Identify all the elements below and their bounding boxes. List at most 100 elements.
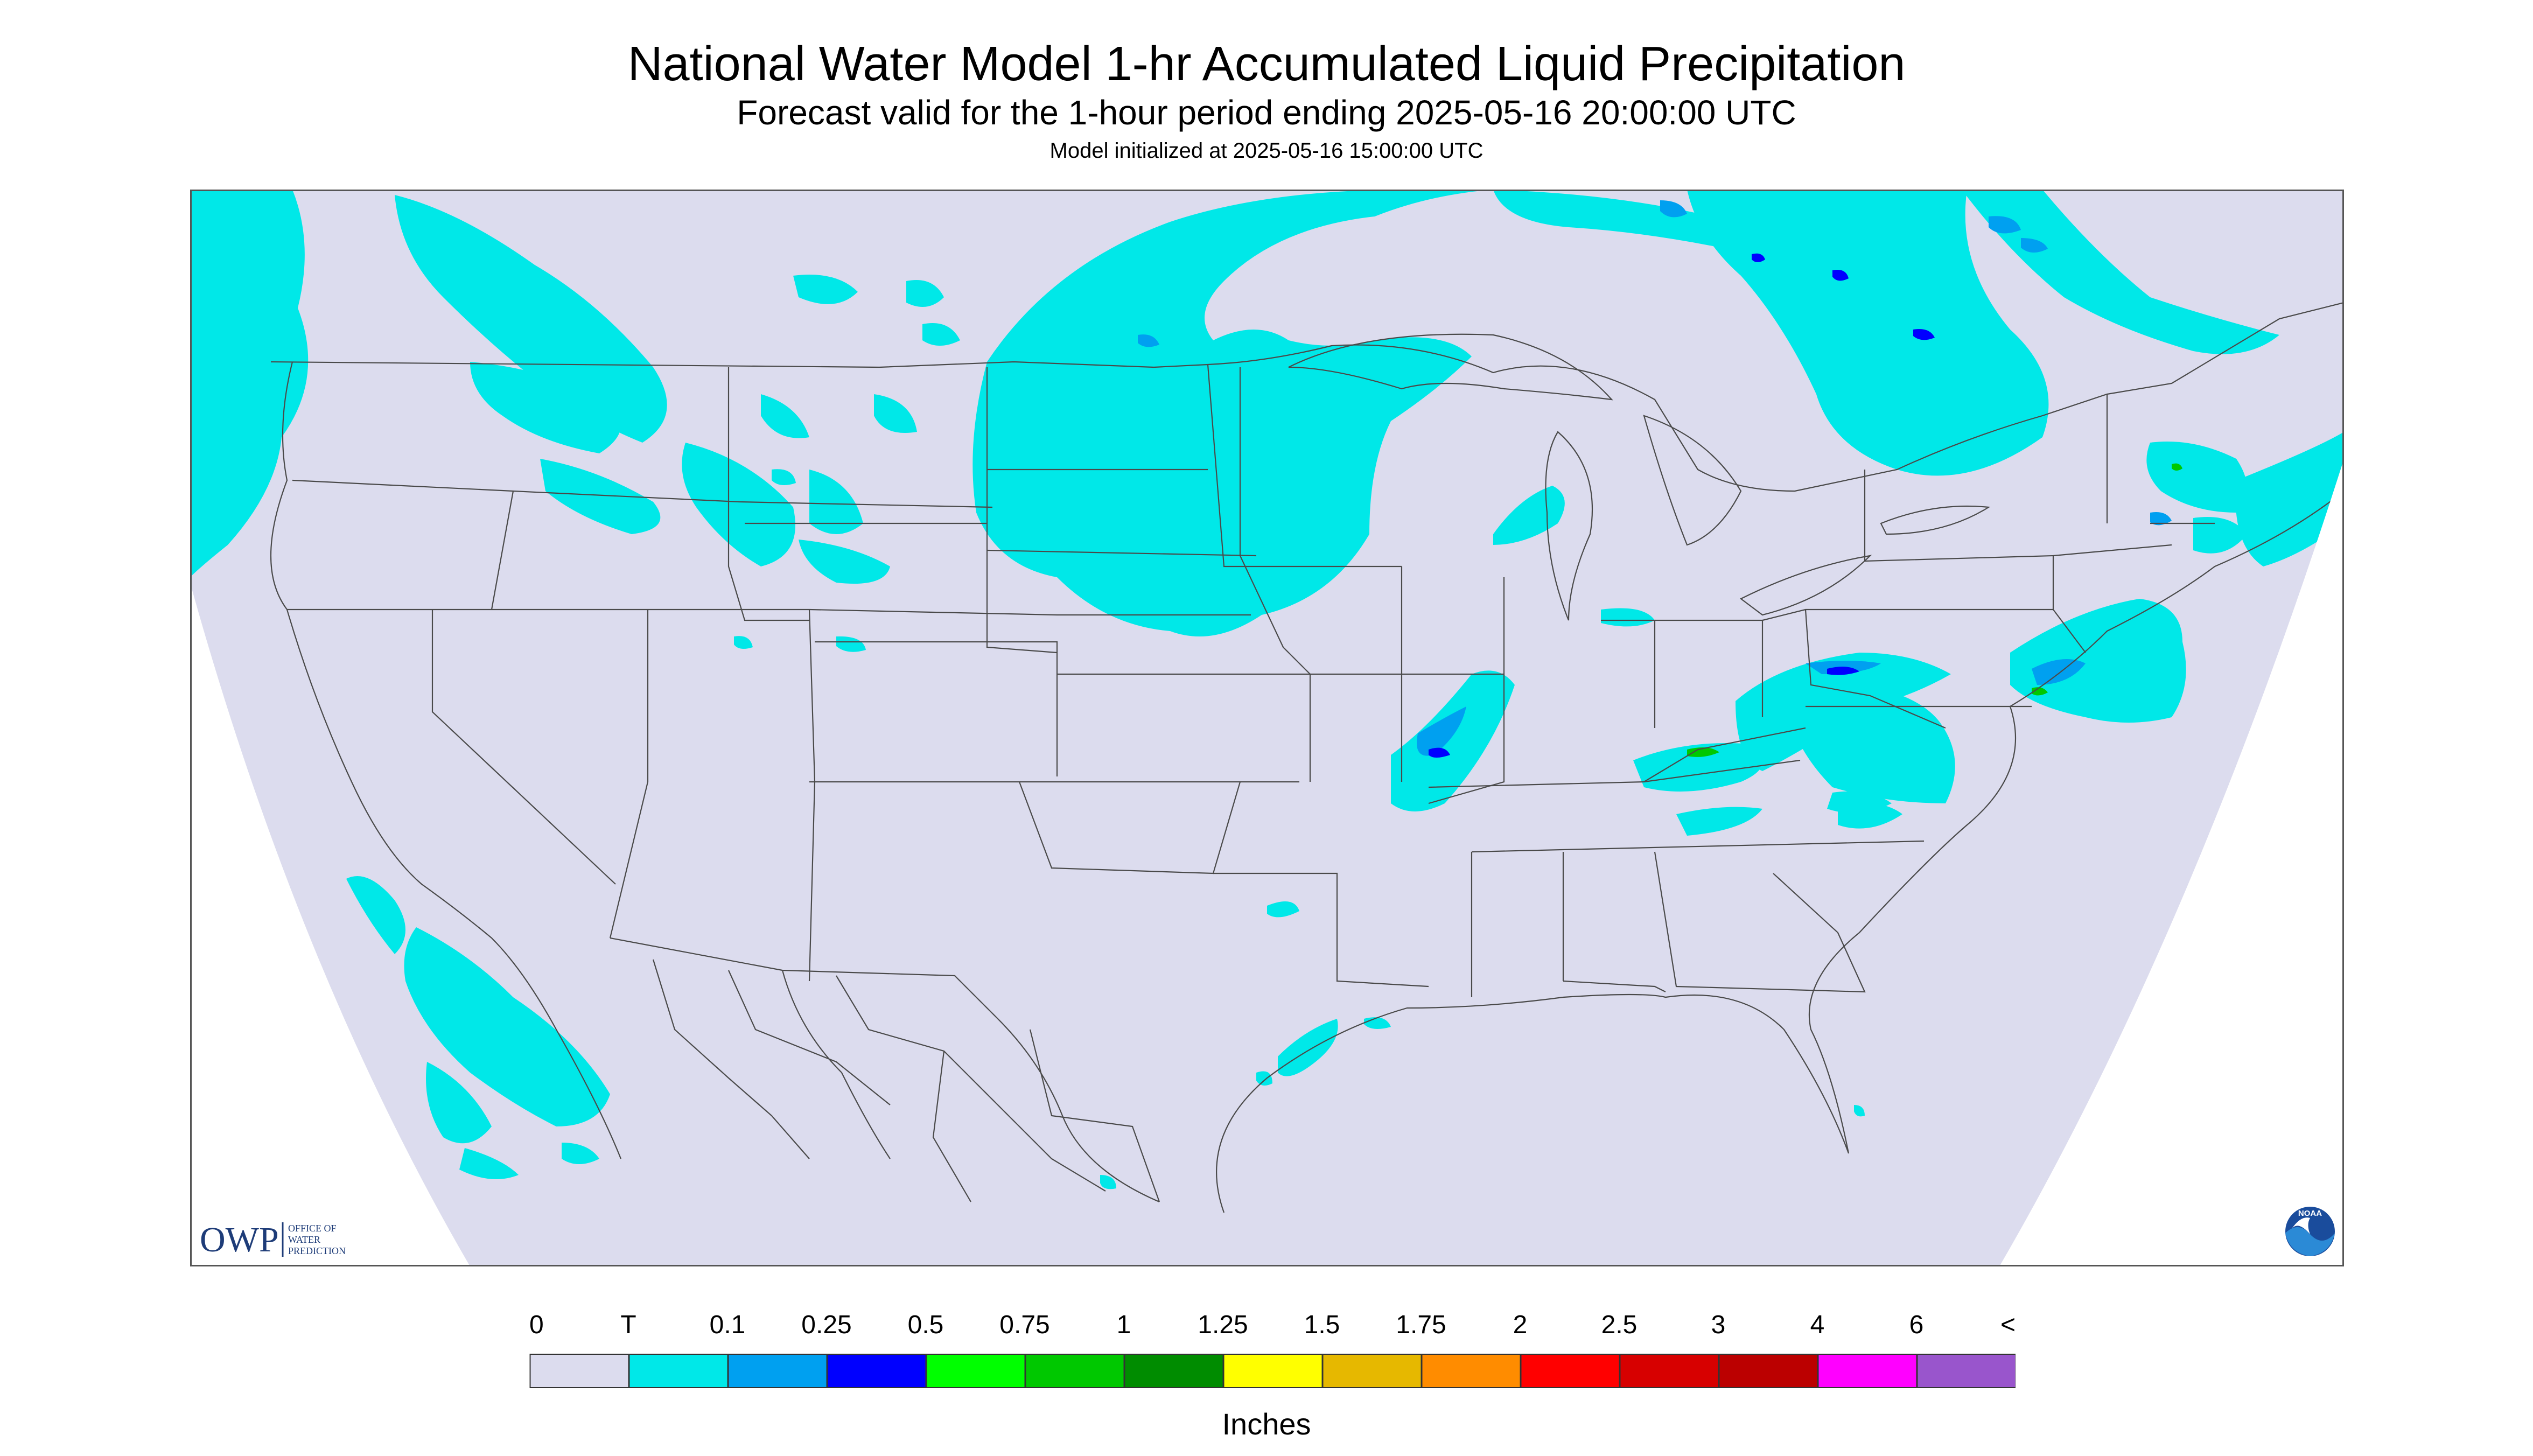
- noaa-emblem-gull: [2292, 1217, 2310, 1234]
- state-line: [986, 367, 1058, 654]
- precip-area: [2032, 659, 2086, 685]
- owp-logo: OWP OFFICE OF WATER PREDICTION: [200, 1220, 346, 1259]
- state-line: [1428, 577, 1505, 804]
- us-canada-border: [270, 302, 2344, 492]
- precip-area: [540, 459, 661, 534]
- precip-area: [1601, 608, 1655, 627]
- state-line: [292, 479, 993, 508]
- precip-area: [1256, 1071, 1272, 1086]
- precip-area: [972, 190, 1493, 636]
- precip-area: [1687, 190, 2049, 476]
- state-line: [1864, 470, 2172, 562]
- noaa-logo: NOAA: [2283, 1205, 2337, 1258]
- precip-area: [1278, 1019, 1338, 1076]
- legend-tick-label: 6: [1909, 1311, 1924, 1339]
- coastline: [781, 970, 891, 1159]
- state-line: [815, 641, 1058, 776]
- precip-area: [809, 470, 863, 534]
- state-line: [1654, 851, 1866, 993]
- mexico-state-line: [836, 975, 1106, 1192]
- legend-tick-label: T: [620, 1311, 636, 1339]
- precip-area: [1854, 1105, 1865, 1117]
- legend-swatch: [1223, 1354, 1323, 1388]
- lake-ontario: [1880, 505, 1991, 535]
- state-line: [609, 610, 649, 939]
- lake-superior: [1288, 333, 1613, 401]
- state-line: [1471, 840, 1925, 853]
- precipitation-field: [190, 190, 2344, 1189]
- precip-area: [1100, 1175, 1116, 1189]
- legend-tick-label: <: [2000, 1311, 2016, 1339]
- state-line: [986, 549, 1257, 557]
- legend-tick-label: 2: [1513, 1311, 1528, 1339]
- legend-tick-label: 1.25: [1198, 1311, 1248, 1339]
- precip-area: [190, 190, 309, 577]
- precipitation-legend: 0 T 0.1 0.25 0.5 0.75 1 1.25 1.5 1.75 2 2.5 3 4 6 <: [529, 1311, 2016, 1388]
- map-frame: [190, 190, 2344, 1266]
- state-line: [727, 367, 809, 621]
- precip-area: [793, 275, 858, 304]
- precip-area: [922, 323, 960, 346]
- state-borders: [270, 302, 2344, 1213]
- legend-swatch: [727, 1354, 828, 1388]
- owp-name-line1: OFFICE OF: [288, 1223, 337, 1234]
- precip-area: [1752, 253, 1765, 262]
- lake-huron: [1643, 415, 1742, 546]
- legend-tick-label: 0.1: [710, 1311, 746, 1339]
- legend-tick-label: 4: [1810, 1311, 1825, 1339]
- precip-area: [1827, 667, 1859, 675]
- legend-units: Inches: [1222, 1407, 1311, 1441]
- precip-area: [1493, 486, 1565, 545]
- state-line: [431, 610, 616, 885]
- precip-area: [2032, 687, 2048, 696]
- legend-swatch: [529, 1354, 629, 1388]
- precip-area: [1267, 901, 1299, 918]
- legend-swatch: [1916, 1354, 2016, 1388]
- noaa-emblem-text: NOAA: [2298, 1209, 2322, 1218]
- state-line: [1239, 367, 1311, 675]
- legend-swatch: [1124, 1354, 1224, 1388]
- us-mexico-border: [610, 937, 1160, 1203]
- legend-swatch: [628, 1354, 729, 1388]
- precip-area: [1832, 270, 1849, 281]
- state-line: [1207, 364, 1402, 568]
- precip-area: [2193, 517, 2247, 554]
- legend-tick-label: 1.5: [1304, 1311, 1340, 1339]
- legend-tick-label: 0.25: [801, 1311, 851, 1339]
- precip-area: [1687, 747, 1719, 757]
- state-line: [1213, 872, 1429, 988]
- legend-tick-label: 1: [1117, 1311, 1131, 1339]
- mexico-state-line: [1029, 1029, 1160, 1202]
- map-subtitle: Forecast valid for the 1-hour period end…: [737, 93, 1796, 132]
- map-title: National Water Model 1-hr Accumulated Li…: [627, 37, 1906, 91]
- legend-tick-label: 3: [1711, 1311, 1726, 1339]
- precip-area: [761, 394, 809, 438]
- precip-area: [682, 443, 795, 566]
- legend-labels: 0 T 0.1 0.25 0.5 0.75 1 1.25 1.5 1.75 2 2.5 3 4 6 <: [529, 1311, 2016, 1339]
- precip-area: [395, 195, 667, 443]
- coastline: [270, 361, 622, 1159]
- mexico-state-line: [727, 970, 891, 1105]
- precipitation-map: OWP OFFICE OF WATER PREDICTION NOAA: [190, 190, 2344, 1266]
- state-line: [2052, 556, 2086, 653]
- legend-color-bar: [529, 1354, 2016, 1388]
- precip-area: [404, 927, 610, 1126]
- legend-swatch: [1817, 1354, 1918, 1388]
- legend-swatch: [926, 1354, 1026, 1388]
- precip-area: [426, 1062, 492, 1144]
- state-line: [1643, 727, 1806, 782]
- owp-abbrev: OWP: [200, 1220, 279, 1259]
- precip-area: [1493, 190, 1752, 254]
- precip-area: [874, 394, 917, 433]
- precip-area: [772, 469, 796, 485]
- legend-swatch: [1718, 1354, 1818, 1388]
- legend-swatch: [827, 1354, 927, 1388]
- precip-area: [562, 1143, 599, 1164]
- precip-area: [1417, 706, 1466, 756]
- state-line: [1804, 609, 1946, 729]
- precip-area: [1913, 329, 1935, 340]
- lake-erie: [1739, 555, 1872, 616]
- legend-swatch: [1619, 1354, 1719, 1388]
- precip-area: [906, 280, 944, 307]
- state-line: [1563, 980, 1666, 992]
